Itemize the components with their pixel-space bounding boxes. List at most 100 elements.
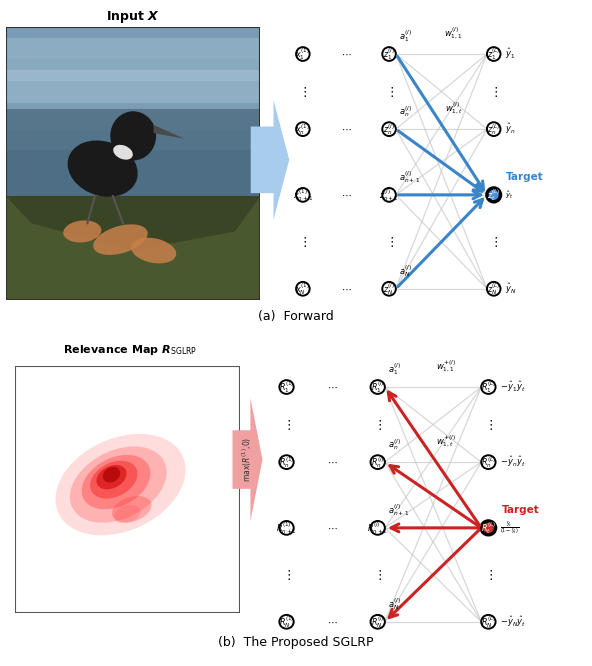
Text: $R_1^{(L)}$: $R_1^{(L)}$ xyxy=(481,379,496,395)
Text: $R_N^{(l)}$: $R_N^{(l)}$ xyxy=(371,614,385,629)
FancyBboxPatch shape xyxy=(6,109,260,131)
Text: $\vdots$: $\vdots$ xyxy=(373,568,382,582)
Text: $R_{n+1}^{(1)}$: $R_{n+1}^{(1)}$ xyxy=(276,520,297,535)
Polygon shape xyxy=(233,398,262,521)
Text: $x_1^{(1)}$: $x_1^{(1)}$ xyxy=(295,46,310,62)
Text: $-\hat{y}_N\hat{y}_t$: $-\hat{y}_N\hat{y}_t$ xyxy=(500,615,527,629)
Text: $a_{n+1}^{(l)}$: $a_{n+1}^{(l)}$ xyxy=(388,502,409,518)
Circle shape xyxy=(481,456,496,469)
Ellipse shape xyxy=(96,465,127,490)
Text: $z_n^{(L)}$: $z_n^{(L)}$ xyxy=(487,122,500,137)
Text: $\cdots$: $\cdots$ xyxy=(327,617,337,627)
Text: $z_1^{(l)}$: $z_1^{(l)}$ xyxy=(383,46,395,62)
Circle shape xyxy=(481,521,496,535)
FancyBboxPatch shape xyxy=(6,109,260,204)
Text: $a_N^{(l)}$: $a_N^{(l)}$ xyxy=(399,263,412,279)
Ellipse shape xyxy=(82,455,150,509)
Text: $\vdots$: $\vdots$ xyxy=(489,85,498,99)
Ellipse shape xyxy=(90,461,137,499)
Circle shape xyxy=(481,380,496,394)
Circle shape xyxy=(110,111,156,161)
Circle shape xyxy=(481,615,496,629)
Text: $\vdots$: $\vdots$ xyxy=(282,568,291,582)
Text: $x_N^{(1)}$: $x_N^{(1)}$ xyxy=(295,281,310,296)
Text: $w_{1,1}^{(l)}$: $w_{1,1}^{(l)}$ xyxy=(445,25,463,41)
Circle shape xyxy=(296,282,310,296)
Text: $\cdots$: $\cdots$ xyxy=(340,49,351,59)
FancyBboxPatch shape xyxy=(6,71,260,103)
Text: $R_1^{(l)}$: $R_1^{(l)}$ xyxy=(371,379,385,395)
Text: $\vdots$: $\vdots$ xyxy=(373,418,382,432)
Text: $x_n^{(1)}$: $x_n^{(1)}$ xyxy=(295,122,310,137)
Circle shape xyxy=(279,380,294,394)
Text: $w_{1,1}^{+(l)}$: $w_{1,1}^{+(l)}$ xyxy=(436,358,456,374)
Ellipse shape xyxy=(112,496,152,522)
Circle shape xyxy=(296,47,310,61)
Text: $a_{n+1}^{(l)}$: $a_{n+1}^{(l)}$ xyxy=(399,169,420,185)
Text: $\cdots$: $\cdots$ xyxy=(340,284,351,294)
Text: $\vdots$: $\vdots$ xyxy=(385,85,394,99)
Circle shape xyxy=(296,188,310,202)
Text: $a_N^{(l)}$: $a_N^{(l)}$ xyxy=(388,596,401,612)
Text: $\cdots$: $\cdots$ xyxy=(340,190,351,200)
Text: $w_{1,t}^{(l)}$: $w_{1,t}^{(l)}$ xyxy=(445,101,463,116)
Text: $\vdots$: $\vdots$ xyxy=(385,235,394,249)
Text: Target: Target xyxy=(502,505,540,515)
Text: $z_N^{(l)}$: $z_N^{(l)}$ xyxy=(383,281,395,296)
Ellipse shape xyxy=(131,238,176,263)
Text: $\vdots$: $\vdots$ xyxy=(484,418,493,432)
FancyBboxPatch shape xyxy=(6,27,260,300)
Text: $\vdots$: $\vdots$ xyxy=(298,235,307,249)
Text: $\cdots$: $\cdots$ xyxy=(327,523,337,533)
Polygon shape xyxy=(6,196,260,250)
Text: $x_{n+1}^{(1)}$: $x_{n+1}^{(1)}$ xyxy=(292,187,313,202)
Circle shape xyxy=(279,615,294,629)
Text: $R_N^{(1)}$: $R_N^{(1)}$ xyxy=(279,614,294,629)
Text: $\cdots$: $\cdots$ xyxy=(327,382,337,392)
Ellipse shape xyxy=(63,220,101,242)
Text: $\hat{y}_1$: $\hat{y}_1$ xyxy=(505,47,516,61)
Circle shape xyxy=(382,123,396,136)
Circle shape xyxy=(487,123,500,136)
Text: (a)  Forward: (a) Forward xyxy=(258,310,334,323)
Circle shape xyxy=(382,188,396,202)
Circle shape xyxy=(487,282,500,296)
Text: $R_t^{(L)}$: $R_t^{(L)}$ xyxy=(481,520,496,535)
Text: $w_{1,t}^{+(l)}$: $w_{1,t}^{+(l)}$ xyxy=(436,434,456,449)
Text: $z_N^{(L)}$: $z_N^{(L)}$ xyxy=(487,281,500,296)
Ellipse shape xyxy=(93,224,148,255)
FancyBboxPatch shape xyxy=(15,366,240,613)
Ellipse shape xyxy=(113,145,133,160)
Circle shape xyxy=(487,188,500,202)
Circle shape xyxy=(371,521,385,535)
Text: $R_{n+1}^{(l)}$: $R_{n+1}^{(l)}$ xyxy=(367,520,388,535)
Ellipse shape xyxy=(67,141,138,196)
Text: $\max(R^{(1)},\!0)$: $\max(R^{(1)},\!0)$ xyxy=(240,437,254,482)
Text: $-\hat{y}_1\hat{y}_t$: $-\hat{y}_1\hat{y}_t$ xyxy=(500,380,526,394)
Text: $R_n^{(L)}$: $R_n^{(L)}$ xyxy=(481,455,496,470)
Text: (b)  The Proposed SGLRP: (b) The Proposed SGLRP xyxy=(218,636,374,649)
Polygon shape xyxy=(251,100,289,220)
Circle shape xyxy=(296,123,310,136)
Text: Input $\boldsymbol{X}$: Input $\boldsymbol{X}$ xyxy=(106,9,160,25)
Text: Target: Target xyxy=(506,172,543,182)
Text: $a_1^{(l)}$: $a_1^{(l)}$ xyxy=(388,362,401,377)
Text: $R_1^{(1)}$: $R_1^{(1)}$ xyxy=(279,379,294,395)
Text: $\hat{y}_n$: $\hat{y}_n$ xyxy=(505,122,516,137)
Text: $z_{n+1}^{(l)}$: $z_{n+1}^{(l)}$ xyxy=(379,187,399,202)
Text: $R_N^{(L)}$: $R_N^{(L)}$ xyxy=(481,614,496,629)
Polygon shape xyxy=(153,125,184,139)
Text: $\vdots$: $\vdots$ xyxy=(282,418,291,432)
Ellipse shape xyxy=(56,434,186,535)
Text: $R_n^{(1)}$: $R_n^{(1)}$ xyxy=(279,455,294,470)
Text: $-\hat{y}_n\hat{y}_t$: $-\hat{y}_n\hat{y}_t$ xyxy=(500,455,526,470)
Ellipse shape xyxy=(103,467,120,482)
Circle shape xyxy=(382,282,396,296)
Text: $\vdots$: $\vdots$ xyxy=(298,85,307,99)
Text: $R_n^{(l)}$: $R_n^{(l)}$ xyxy=(371,455,385,470)
Text: $a_1^{(l)}$: $a_1^{(l)}$ xyxy=(399,29,412,44)
Circle shape xyxy=(371,456,385,469)
FancyBboxPatch shape xyxy=(6,109,260,149)
Text: $\vdots$: $\vdots$ xyxy=(489,235,498,249)
Text: $a_n^{(l)}$: $a_n^{(l)}$ xyxy=(388,437,401,452)
